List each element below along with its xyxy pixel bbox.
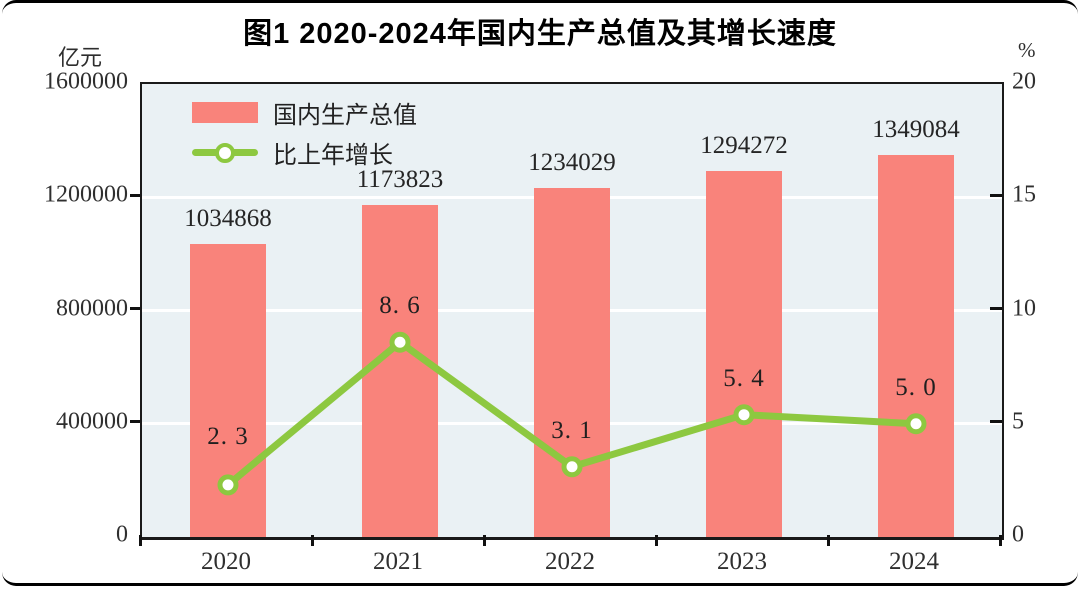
growth-label-2020: 2. 3 [207, 422, 249, 450]
right-axis-unit: % [1018, 38, 1036, 62]
legend-line-swatch [192, 142, 258, 163]
bar-2021 [362, 204, 438, 537]
growth-label-2024: 5. 0 [895, 373, 937, 401]
x-axis-tick [826, 535, 830, 546]
line-point-2023 [733, 404, 755, 426]
left-axis-tick [130, 420, 140, 424]
line-point-2024 [905, 413, 927, 435]
growth-label-2022: 3. 1 [551, 416, 593, 444]
chart-legend: 国内生产总值 比上年增长 [192, 95, 417, 170]
x-axis-tick [654, 535, 658, 546]
x-axis-tick [310, 535, 314, 546]
bar-2022 [534, 187, 610, 537]
bar-value-label-2020: 1034868 [184, 205, 272, 232]
legend-bar-swatch [192, 102, 258, 123]
right-axis-tick [990, 307, 1002, 310]
x-axis-label-2024: 2024 [889, 548, 939, 575]
right-axis-label-20: 20 [1012, 68, 1036, 95]
growth-line-svg [217, 331, 927, 496]
right-axis-tick [990, 193, 1002, 197]
left-axis-label-1600000: 1600000 [44, 68, 128, 95]
chart-title: 图1 2020-2024年国内生产总值及其增长速度 [243, 18, 837, 50]
bar-value-label-2022: 1234029 [528, 148, 616, 176]
right-axis-label-5: 5 [1012, 408, 1024, 435]
x-axis-tick [138, 535, 142, 546]
legend-item-line: 比上年增长 [192, 135, 417, 170]
bar-value-label-2023: 1294272 [700, 131, 788, 159]
plot-area: 国内生产总值 比上年增长 1034868 1173823 1234029 1294272… [140, 82, 1004, 540]
legend-label: 比上年增长 [273, 143, 393, 169]
line-point-2021 [389, 331, 411, 353]
x-axis-tick [998, 535, 1002, 546]
bar-value-label-2021: 1173823 [356, 165, 444, 193]
line-point-2020 [217, 474, 239, 496]
left-axis-tick [130, 193, 140, 197]
x-axis-tick [482, 535, 486, 546]
bar-2024 [878, 155, 954, 537]
right-axis-label-10: 10 [1012, 295, 1036, 321]
legend-label: 国内生产总值 [273, 103, 417, 129]
left-axis-label-400000: 400000 [56, 408, 128, 435]
left-axis-label-0: 0 [116, 521, 128, 548]
bar-value-label-2024: 1349084 [872, 116, 960, 144]
x-axis-label-2021: 2021 [373, 548, 423, 575]
right-axis-label-15: 15 [1012, 181, 1036, 208]
left-axis-tick [130, 307, 140, 310]
left-axis-label-1200000: 1200000 [44, 181, 128, 208]
x-axis-label-2023: 2023 [717, 548, 767, 575]
left-axis-label-800000: 800000 [56, 295, 128, 321]
legend-item-bar: 国内生产总值 [192, 95, 417, 130]
x-axis-label-2022: 2022 [545, 548, 595, 575]
bar-2023 [706, 170, 782, 537]
x-axis-label-2020: 2020 [201, 548, 251, 575]
right-axis-label-0: 0 [1012, 521, 1024, 548]
legend-line-marker-icon [215, 142, 235, 163]
left-axis-unit: 亿元 [58, 45, 103, 70]
right-axis-tick [990, 420, 1002, 424]
line-point-2022 [561, 456, 583, 478]
growth-label-2023: 5. 4 [723, 364, 765, 392]
growth-label-2021: 8. 6 [379, 292, 421, 320]
